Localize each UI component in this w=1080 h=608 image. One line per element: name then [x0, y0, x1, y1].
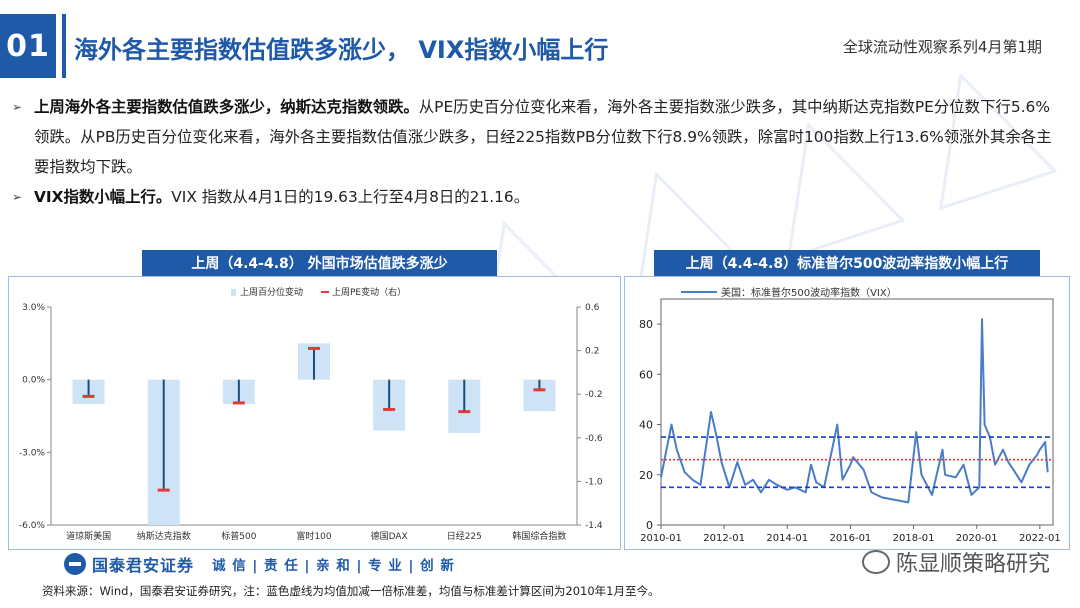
company-motto: 诚 信 | 责 任 | 亲 和 | 专 业 | 创 新	[212, 558, 455, 574]
right-tick-label: -0.2	[585, 390, 603, 400]
series-label: 全球流动性观察系列4月第1期	[842, 38, 1042, 56]
legend-marker-label: 上周PE变动（右）	[332, 286, 406, 298]
page-title: 海外各主要指数估值跌多涨少， VIX指数小幅上行	[74, 36, 609, 64]
left-tick-label: 3.0%	[22, 303, 45, 313]
wechat-watermark: 陈显顺策略研究	[861, 546, 1050, 578]
wechat-account-name: 陈显顺策略研究	[895, 552, 1050, 577]
x-tick-label: 2022-01	[1019, 533, 1061, 544]
logo-name: 国泰君安证券	[92, 556, 195, 575]
y-tick-label: 60	[639, 368, 653, 381]
valuation-change-chart: 3.0% 0.0% -3.0% -6.0% 0.6 0.2 -0.2 -0.6 -1.0 -1.4…	[19, 286, 603, 542]
title-accent-bar	[62, 14, 66, 78]
bullet-arrow-icon: ➢	[12, 100, 23, 114]
company-logo: 国泰君安证券 诚 信 | 责 任 | 亲 和 | 专 业 | 创 新	[64, 552, 455, 576]
right-tick-label: -1.4	[585, 521, 603, 531]
source-note: 资料来源：Wind，国泰君安证券研究，注：蓝色虚线为均值加减一倍标准差，均值与标…	[42, 584, 660, 598]
y-tick-label: 40	[639, 419, 653, 432]
category-label: 韩国综合指数	[512, 530, 566, 542]
y-tick-label: 0	[646, 519, 653, 532]
section-number: 01	[0, 14, 56, 78]
left-tick-label: -3.0%	[19, 448, 46, 458]
category-label: 纳斯达克指数	[137, 530, 191, 542]
bullet-arrow-icon: ➢	[12, 190, 23, 204]
body-text: ➢ 上周海外各主要指数估值跌多涨少，纳斯达克指数领跌。从PE历史百分位变化来看，…	[12, 92, 1062, 212]
logo-mark-icon	[64, 553, 86, 575]
x-tick-label: 2016-01	[830, 533, 872, 544]
legend-bar-swatch	[231, 289, 236, 296]
vix-series-line	[660, 318, 1049, 504]
right-chart-panel: 0 20 40 60 80 2010-01 2012-01 2014-01 2016-01 201…	[624, 276, 1070, 550]
right-tick-label: -1.0	[585, 477, 603, 487]
bullet-2-text: VIX 指数从4月1日的19.63上行至4月8日的21.16。	[171, 188, 530, 206]
right-panel-title: 上周（4.4-4.8）标准普尔500波动率指数小幅上行	[654, 250, 1040, 276]
plot-frame	[660, 298, 1054, 526]
y-tick-label: 20	[639, 469, 653, 482]
bullet-2-bold: VIX指数小幅上行。	[34, 188, 172, 206]
x-tick-label: 2010-01	[640, 533, 682, 544]
right-tick-label: 0.2	[585, 347, 599, 357]
legend-label: 美国：标准普尔500波动率指数（VIX）	[721, 286, 897, 299]
x-tick-label: 2014-01	[766, 533, 808, 544]
header: 01 海外各主要指数估值跌多涨少， VIX指数小幅上行 全球流动性观察系列4月第…	[0, 0, 1080, 82]
left-panel-title: 上周（4.4-4.8） 外国市场估值跌多涨少	[142, 250, 497, 276]
x-tick-label: 2018-01	[893, 533, 935, 544]
category-label: 标普500	[221, 530, 256, 542]
right-tick-label: -0.6	[585, 434, 603, 444]
bullet-2: ➢ VIX指数小幅上行。VIX 指数从4月1日的19.63上行至4月8日的21.…	[12, 182, 1062, 212]
bullet-1-bold: 上周海外各主要指数估值跌多涨少，纳斯达克指数领跌。	[34, 98, 419, 116]
y-tick-label: 80	[639, 318, 653, 331]
legend-bar-label: 上周百分位变动	[240, 286, 303, 298]
category-label: 道琼斯美国	[66, 530, 111, 542]
x-tick-label: 2020-01	[956, 533, 998, 544]
category-label: 富时100	[296, 530, 331, 542]
bullet-1: ➢ 上周海外各主要指数估值跌多涨少，纳斯达克指数领跌。从PE历史百分位变化来看，…	[12, 92, 1062, 182]
left-chart-panel: 3.0% 0.0% -3.0% -6.0% 0.6 0.2 -0.2 -0.6 -1.0 -1.4…	[8, 276, 621, 550]
right-tick-label: 0.6	[585, 303, 600, 313]
left-tick-label: -6.0%	[19, 521, 46, 531]
category-label: 德国DAX	[371, 530, 408, 542]
category-label: 日经225	[447, 530, 482, 542]
x-tick-label: 2012-01	[703, 533, 745, 544]
wechat-icon	[861, 550, 890, 574]
left-tick-label: 0.0%	[22, 376, 45, 386]
vix-line-chart: 0 20 40 60 80 2010-01 2012-01 2014-01 2016-01 201…	[639, 286, 1061, 544]
